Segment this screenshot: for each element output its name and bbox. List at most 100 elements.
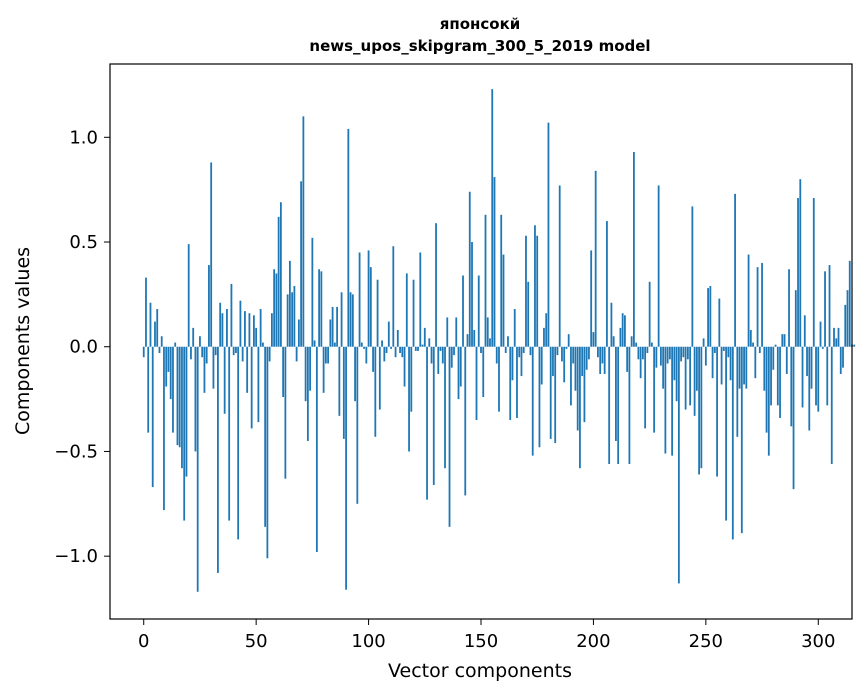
bar bbox=[630, 336, 633, 347]
bar bbox=[228, 346, 231, 521]
bar bbox=[761, 262, 763, 347]
bar bbox=[340, 292, 343, 347]
y-tick-label: 0.5 bbox=[69, 232, 98, 253]
bar bbox=[592, 332, 595, 347]
bar bbox=[333, 342, 336, 347]
bar bbox=[351, 294, 354, 347]
bar bbox=[482, 346, 485, 397]
bar bbox=[446, 317, 449, 347]
bar bbox=[597, 346, 599, 358]
bar bbox=[396, 329, 399, 347]
bar bbox=[214, 346, 217, 356]
bar bbox=[599, 346, 602, 374]
bar bbox=[262, 342, 264, 347]
bar bbox=[217, 346, 219, 573]
bar bbox=[468, 191, 471, 347]
bar bbox=[783, 334, 786, 347]
bar bbox=[549, 346, 552, 439]
bar bbox=[378, 346, 381, 410]
bar bbox=[842, 346, 844, 368]
bar bbox=[246, 346, 249, 393]
bar bbox=[401, 346, 404, 358]
bar bbox=[387, 321, 390, 347]
bar bbox=[369, 267, 372, 347]
bar bbox=[644, 346, 647, 429]
bar bbox=[327, 346, 329, 364]
bar bbox=[367, 250, 370, 347]
bar bbox=[574, 346, 577, 391]
bar bbox=[331, 306, 334, 347]
bar bbox=[639, 346, 642, 379]
bar bbox=[190, 346, 192, 360]
bar bbox=[817, 346, 820, 412]
bar bbox=[767, 346, 770, 456]
bar bbox=[738, 346, 741, 389]
bar bbox=[518, 346, 521, 358]
bar bbox=[302, 116, 305, 347]
bar bbox=[853, 344, 856, 347]
bar bbox=[329, 319, 332, 347]
bar bbox=[250, 346, 253, 429]
plot-frame bbox=[109, 63, 853, 620]
bar bbox=[558, 185, 561, 347]
bar bbox=[513, 309, 516, 347]
bar bbox=[365, 346, 368, 364]
bar bbox=[417, 346, 419, 351]
bar bbox=[803, 315, 806, 347]
bar bbox=[486, 317, 489, 347]
bars-group bbox=[142, 89, 856, 592]
bar bbox=[788, 269, 790, 347]
bar bbox=[439, 346, 442, 351]
bar bbox=[776, 346, 779, 406]
x-tick-label: 200 bbox=[576, 631, 610, 652]
bar bbox=[235, 346, 237, 354]
bar bbox=[381, 340, 383, 347]
bar bbox=[610, 302, 613, 347]
bar bbox=[790, 346, 793, 427]
bar bbox=[178, 346, 181, 448]
bar bbox=[624, 315, 626, 347]
bar bbox=[567, 334, 570, 347]
y-tick-label: 0.0 bbox=[69, 337, 98, 358]
bar bbox=[270, 313, 273, 347]
bar bbox=[563, 346, 566, 383]
bar bbox=[221, 313, 224, 347]
bar bbox=[151, 346, 154, 488]
bar bbox=[633, 151, 635, 347]
bar bbox=[194, 346, 197, 452]
bar bbox=[511, 346, 514, 381]
bar bbox=[615, 346, 617, 441]
bar bbox=[545, 313, 548, 347]
bar bbox=[286, 294, 289, 347]
y-axis-ticks: −1.0 −0.5 0.0 0.5 1.0 bbox=[54, 127, 110, 567]
bar bbox=[797, 198, 799, 347]
bar bbox=[641, 346, 644, 360]
bar bbox=[540, 346, 543, 385]
bar bbox=[489, 338, 491, 347]
bar bbox=[477, 275, 480, 347]
bar bbox=[320, 271, 323, 347]
bar bbox=[318, 269, 321, 347]
bar bbox=[763, 346, 766, 391]
bar bbox=[830, 346, 833, 465]
bar bbox=[315, 346, 318, 552]
bar bbox=[495, 346, 498, 364]
bar bbox=[516, 346, 518, 418]
bar bbox=[576, 346, 579, 431]
bar bbox=[839, 346, 842, 374]
bar bbox=[725, 346, 727, 521]
bar bbox=[158, 346, 161, 354]
bar bbox=[336, 306, 338, 347]
bar bbox=[255, 327, 258, 347]
bar bbox=[588, 346, 590, 360]
bar bbox=[504, 346, 507, 354]
bar bbox=[794, 290, 797, 347]
bar bbox=[282, 346, 285, 397]
bar bbox=[259, 309, 262, 347]
chart-subtitle: news_upos_skipgram_300_5_2019 model bbox=[309, 37, 650, 55]
bar bbox=[606, 221, 608, 347]
bar bbox=[756, 267, 759, 347]
bar bbox=[702, 338, 705, 347]
bar bbox=[621, 313, 624, 347]
